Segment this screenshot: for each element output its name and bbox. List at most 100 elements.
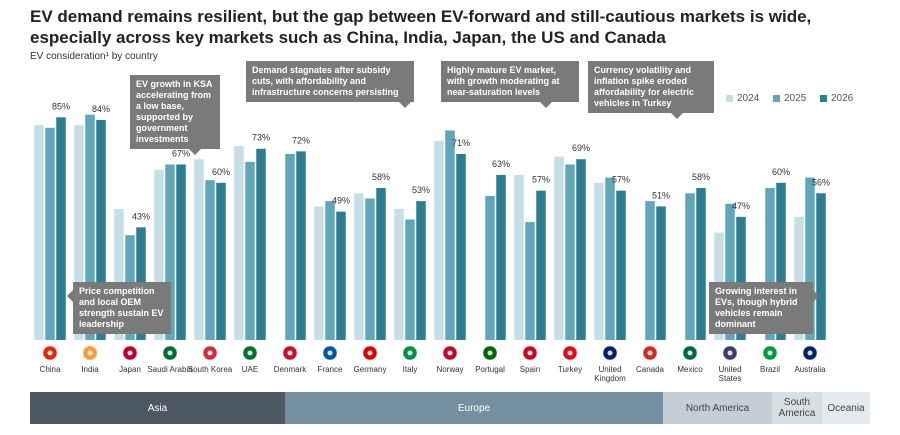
- x-tick-label: China: [39, 365, 61, 374]
- bar: [256, 148, 266, 340]
- bar: [656, 206, 666, 340]
- x-tick-label: Spain: [519, 365, 541, 374]
- bar: [234, 146, 244, 340]
- bar: [45, 127, 55, 340]
- flag-icon-detail: [727, 350, 733, 356]
- bar: [325, 201, 335, 340]
- x-tick-label: Germany: [353, 365, 387, 374]
- data-label: 58%: [372, 172, 390, 182]
- data-label: 43%: [132, 211, 150, 221]
- x-tick-label: Turkey: [557, 365, 583, 374]
- bar: [725, 203, 735, 340]
- bar: [314, 206, 324, 340]
- annotation: EV growth in KSA accelerating from a low…: [130, 75, 220, 155]
- x-tick-label: Brazil: [759, 365, 780, 374]
- bar: [485, 195, 495, 340]
- region: South America: [772, 392, 822, 424]
- bar: [645, 201, 655, 340]
- bar: [285, 153, 295, 340]
- bar: [85, 114, 95, 341]
- data-label: 63%: [492, 159, 510, 169]
- data-label: 53%: [412, 185, 430, 195]
- bar: [525, 222, 535, 340]
- data-label: 71%: [452, 138, 470, 148]
- data-label: 57%: [532, 175, 550, 185]
- x-tick-label: Mexico: [677, 365, 703, 374]
- x-tick-label: Canada: [635, 365, 665, 374]
- bar: [565, 164, 575, 340]
- legend-item: 2024: [726, 93, 759, 104]
- data-label: 47%: [732, 201, 750, 211]
- bar: [696, 188, 706, 340]
- bar: [154, 169, 164, 340]
- bar: [405, 219, 415, 340]
- flag-icon-detail: [407, 350, 413, 356]
- legend-swatch: [726, 95, 733, 102]
- bar: [594, 182, 604, 340]
- bar: [74, 125, 84, 340]
- bar: [445, 130, 455, 340]
- legend-label: 2026: [831, 93, 854, 104]
- x-tick-label: Saudi Arabia: [147, 365, 193, 374]
- x-tick-label: UAE: [241, 365, 259, 374]
- flag-icon-detail: [487, 350, 493, 356]
- bar: [205, 180, 215, 340]
- data-label: 73%: [252, 133, 270, 143]
- bar: [96, 119, 106, 340]
- bar: [536, 190, 546, 340]
- region: Oceania: [822, 392, 870, 424]
- flag-icon-detail: [567, 350, 573, 356]
- bar: [685, 193, 695, 340]
- bar: [165, 164, 175, 340]
- bar: [605, 177, 615, 340]
- bar: [496, 174, 506, 340]
- data-label: 56%: [812, 177, 830, 187]
- bar: [776, 182, 786, 340]
- data-label: 60%: [772, 167, 790, 177]
- annotation: Price competition and local OEM strength…: [67, 282, 171, 334]
- chart-title: EV demand remains resilient, but the gap…: [30, 7, 812, 47]
- region: North America: [663, 392, 772, 424]
- x-tick-label: South Korea: [187, 365, 233, 374]
- flag-icon-detail: [127, 350, 133, 356]
- bar: [794, 216, 804, 340]
- data-label: 58%: [692, 172, 710, 182]
- x-tick-label: United States: [718, 365, 742, 383]
- flag-icon-detail: [287, 350, 293, 356]
- bar: [376, 188, 386, 340]
- data-label: 67%: [172, 148, 190, 158]
- bar: [816, 193, 826, 340]
- bar: [194, 159, 204, 340]
- bar: [34, 125, 44, 340]
- flag-icon-detail: [87, 350, 93, 356]
- bar: [114, 209, 124, 340]
- flag-icon-detail: [767, 350, 773, 356]
- bar: [765, 188, 775, 340]
- bar: [365, 198, 375, 340]
- legend-item: 2025: [773, 93, 806, 104]
- bar: [434, 140, 444, 340]
- x-tick-label: Portugal: [475, 365, 505, 374]
- flag-icon-detail: [327, 350, 333, 356]
- bar: [514, 174, 524, 340]
- data-label: 72%: [292, 135, 310, 145]
- data-label: 84%: [92, 104, 110, 114]
- data-label: 69%: [572, 143, 590, 153]
- flag-icon-detail: [367, 350, 373, 356]
- flag-icon-detail: [687, 350, 693, 356]
- region: Asia: [30, 392, 285, 424]
- flag-icon-detail: [447, 350, 453, 356]
- data-label: 60%: [212, 167, 230, 177]
- annotation: Demand stagnates after subsidy cuts, wit…: [246, 61, 414, 108]
- flag-icon-detail: [247, 350, 253, 356]
- data-label: 57%: [612, 175, 630, 185]
- legend-swatch: [773, 95, 780, 102]
- legend-label: 2024: [737, 93, 760, 104]
- flag-icon-detail: [527, 350, 533, 356]
- bar: [394, 209, 404, 340]
- data-label: 49%: [332, 196, 350, 206]
- flag-icon-detail: [607, 350, 613, 356]
- x-tick-label: Japan: [119, 365, 141, 374]
- flag-icon-detail: [167, 350, 173, 356]
